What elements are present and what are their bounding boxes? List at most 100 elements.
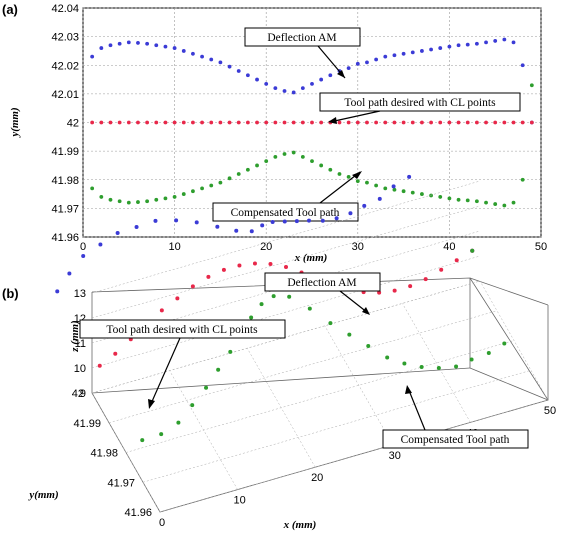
panel-b-callout-deflection: Deflection AM: [264, 272, 381, 315]
series-0-point: [154, 43, 159, 48]
series-2-point: [319, 163, 324, 168]
series-1-point: [90, 120, 95, 125]
series-2-point: [447, 196, 452, 201]
series-0-point: [209, 57, 214, 62]
series-2-point: [385, 355, 390, 360]
series-2-point: [236, 172, 241, 176]
grid-line: [108, 310, 498, 423]
series-1-point: [300, 120, 305, 125]
series-1-point: [236, 120, 241, 125]
series-2-point: [337, 172, 342, 176]
series-0-point: [172, 46, 177, 50]
x-tick-label: 0: [159, 517, 165, 529]
panel-b-x-axis-label: x (mm): [283, 519, 317, 531]
series-0-point: [81, 254, 86, 258]
series-0-point: [429, 47, 433, 52]
series-1-point: [529, 120, 534, 125]
series-1-point: [410, 120, 415, 125]
series-0-point: [200, 54, 204, 59]
series-1-point: [252, 261, 257, 266]
panel-a-y-axis-label: y(mm): [9, 107, 21, 138]
callout-box: [244, 27, 361, 47]
series-2-point: [486, 351, 491, 355]
series-1-point: [237, 263, 242, 268]
grid-line: [402, 303, 471, 423]
series-0-point: [346, 66, 351, 71]
series-1-point: [200, 120, 204, 125]
series-0-point: [320, 218, 325, 223]
y-tick-label: 42: [72, 388, 84, 400]
series-0-point: [153, 218, 158, 223]
series-2-point: [227, 176, 232, 181]
series-2-point: [287, 294, 292, 299]
series-2-point: [190, 403, 195, 408]
series-2-point: [328, 167, 333, 172]
series-2-point: [529, 83, 534, 88]
callout-text: Tool path desired with CL points: [106, 324, 258, 336]
series-1-point: [337, 120, 342, 125]
series-1-point: [365, 120, 369, 125]
series-0-point: [484, 40, 488, 45]
series-2-point: [383, 186, 388, 191]
series-2-point: [136, 200, 140, 204]
series-2-point: [355, 179, 360, 184]
series-1-point: [172, 120, 177, 125]
y-tick-label: 41.98: [90, 448, 118, 460]
callout-arrow: [319, 171, 361, 204]
series-0-point: [255, 77, 259, 82]
series-0-point: [227, 64, 232, 69]
series-1-point: [221, 267, 226, 272]
series-1-point: [175, 296, 180, 301]
callout-box: [382, 429, 529, 449]
y-tick-label: 42.01: [51, 89, 79, 101]
series-0-point: [249, 229, 254, 234]
series-0-point: [115, 230, 120, 235]
series-1-point: [502, 120, 507, 125]
x-tick-label: 50: [535, 241, 547, 253]
series-2-point: [365, 180, 369, 185]
series-2-point: [200, 186, 204, 191]
arrow-head-icon: [337, 70, 345, 78]
series-0-point: [306, 218, 311, 223]
callout-text: Deflection AM: [267, 32, 336, 44]
series-1-point: [255, 120, 259, 125]
series-1-point: [206, 274, 211, 279]
series-2-point: [374, 183, 379, 188]
series-0-point: [234, 228, 239, 233]
series-1-point: [377, 290, 382, 295]
panel-a-callout-desired: Tool path desired with CL points: [319, 92, 521, 124]
series-2-point: [420, 192, 424, 196]
series-2-point: [429, 193, 433, 198]
series-2-point: [140, 438, 145, 443]
arrow-head-icon: [148, 399, 155, 409]
series-1-point: [456, 120, 461, 125]
series-2-point: [172, 195, 177, 199]
series-1-point: [154, 120, 159, 125]
series-2-point: [259, 302, 264, 307]
panel-b-callout-desired: Tool path desired with CL points: [79, 319, 286, 409]
series-0-point: [474, 41, 479, 46]
series-1-point: [423, 277, 428, 282]
z-tick-label: 9: [80, 388, 86, 400]
series-0-point: [365, 60, 369, 65]
series-2-point: [410, 190, 415, 195]
series-2-point: [310, 159, 314, 164]
series-2-point: [126, 200, 131, 205]
series-2-point: [328, 321, 333, 326]
series-1-point: [447, 120, 452, 125]
series-1-point: [181, 120, 186, 125]
series-0-point: [319, 77, 324, 82]
series-1-point: [190, 284, 195, 289]
series-0-point: [264, 81, 269, 86]
series-1-point: [282, 120, 287, 125]
panel-a-grid: [82, 7, 542, 238]
x-tick-label: 20: [260, 241, 272, 253]
series-2-point: [511, 200, 516, 205]
series-0-point: [55, 289, 60, 294]
series-2-point: [346, 174, 351, 179]
series-0-point: [145, 41, 150, 46]
series-1-point: [474, 120, 479, 125]
series-0-point: [282, 89, 287, 93]
